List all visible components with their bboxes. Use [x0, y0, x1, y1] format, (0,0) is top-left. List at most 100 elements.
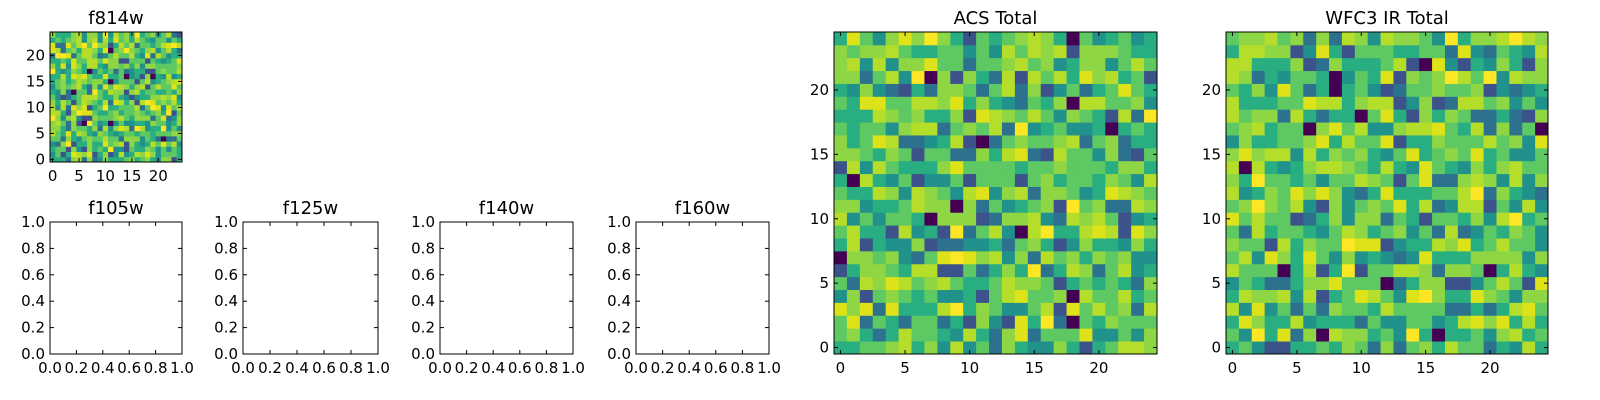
y-tick-label: 0.2 [214, 319, 238, 337]
heatmap-cell [123, 84, 130, 90]
heatmap-cell [963, 109, 977, 123]
heatmap-cell [1367, 70, 1381, 84]
heatmap-cell [872, 83, 887, 97]
heatmap-cell [1354, 328, 1369, 342]
heatmap-cell [71, 125, 77, 132]
heatmap-cell [1522, 212, 1536, 226]
heatmap-cell [166, 84, 172, 90]
heatmap-cell [102, 136, 109, 142]
heatmap-cell [1066, 328, 1080, 342]
heatmap-cell [113, 99, 120, 106]
heatmap-cell [1040, 289, 1055, 303]
x-tick-label: 0.8 [730, 359, 754, 377]
heatmap-cell [1264, 238, 1278, 252]
heatmap-cell [71, 146, 77, 152]
heatmap-cell [1393, 276, 1407, 290]
heatmap-cell [846, 186, 861, 200]
heatmap-cell [71, 104, 77, 111]
heatmap-cell [166, 94, 172, 100]
heatmap-cell [1303, 44, 1317, 59]
heatmap-cell [1393, 160, 1407, 175]
heatmap-cell [859, 186, 874, 200]
heatmap-cell [1496, 238, 1510, 252]
heatmap-cell [950, 147, 964, 162]
heatmap-cell [924, 263, 938, 278]
heatmap-cell [1341, 341, 1356, 355]
heatmap-cell [1079, 57, 1093, 72]
heatmap-cell [1226, 135, 1240, 149]
heatmap-cell [92, 94, 98, 100]
heatmap-cell [834, 135, 848, 149]
heatmap-cell [1316, 212, 1330, 226]
heatmap-cell [1053, 173, 1067, 187]
heatmap-cell [1483, 250, 1497, 265]
y-tick-label: 0.6 [21, 266, 45, 284]
heatmap-cell [102, 125, 109, 132]
heatmap-cell [1303, 122, 1317, 136]
heatmap-cell [108, 115, 114, 121]
heatmap-cell [118, 68, 125, 74]
heatmap-cell [846, 238, 861, 252]
heatmap-cell [160, 115, 167, 121]
heatmap-cell [1027, 160, 1042, 175]
heatmap-cell [86, 146, 93, 152]
heatmap-cell [1290, 238, 1304, 252]
heatmap-cell [834, 70, 848, 84]
heatmap-cell [1522, 276, 1536, 290]
heatmap-cell [134, 37, 141, 43]
heatmap-cell [150, 136, 156, 142]
heatmap-cell [1316, 199, 1330, 213]
heatmap-cell [1053, 122, 1067, 136]
heatmap-cell [160, 47, 167, 54]
heatmap-cell [1066, 315, 1080, 329]
heatmap-cell [1105, 315, 1119, 329]
heatmap-cell [150, 84, 156, 90]
heatmap-cell [123, 115, 130, 121]
heatmap-cell [92, 156, 98, 163]
heatmap-cell [118, 104, 125, 111]
heatmap-cell [102, 104, 109, 111]
heatmap-cell [145, 94, 151, 100]
heatmap-cell [898, 109, 912, 123]
heatmap-cell [1535, 32, 1549, 46]
heatmap-cell [989, 250, 1003, 265]
heatmap-cell [1226, 341, 1240, 355]
heatmap-cell [65, 58, 72, 64]
heatmap-cell [92, 120, 98, 126]
heatmap-cell [1483, 173, 1497, 187]
heatmap-cell [1444, 135, 1459, 149]
heatmap-cell [1092, 135, 1106, 149]
heatmap-cell [1419, 96, 1433, 110]
heatmap-cell [1535, 70, 1549, 84]
heatmap-cell [872, 135, 887, 149]
heatmap-cell [55, 130, 61, 137]
heatmap-cell [118, 52, 125, 59]
heatmap-cell [150, 94, 156, 100]
heatmap-cell [989, 199, 1003, 213]
heatmap-cell [1329, 225, 1343, 239]
heatmap-cell [160, 156, 167, 163]
heatmap-cell [134, 156, 141, 163]
heatmap-cell [1040, 225, 1055, 239]
heatmap-cell [1079, 263, 1093, 278]
heatmap-cell [1118, 199, 1132, 213]
heatmap-cell [1509, 289, 1523, 303]
heatmap-cell [81, 32, 88, 38]
heatmap-cell [1092, 302, 1106, 316]
heatmap-cell [1329, 32, 1343, 46]
heatmap-cell [108, 125, 114, 132]
heatmap-cell [989, 276, 1003, 290]
heatmap-cell [129, 115, 135, 121]
heatmap-cell [1496, 315, 1510, 329]
heatmap-cell [1131, 263, 1145, 278]
heatmap-cell [108, 78, 114, 85]
heatmap-cell [963, 135, 977, 149]
heatmap-cell [963, 186, 977, 200]
heatmap-cell [76, 130, 83, 137]
heatmap-cell [1444, 315, 1459, 329]
heatmap-cell [911, 250, 925, 265]
heatmap-cell [1457, 212, 1472, 226]
heatmap-cell [1027, 341, 1042, 355]
heatmap-cell [1496, 341, 1510, 355]
heatmap-cell [1329, 341, 1343, 355]
